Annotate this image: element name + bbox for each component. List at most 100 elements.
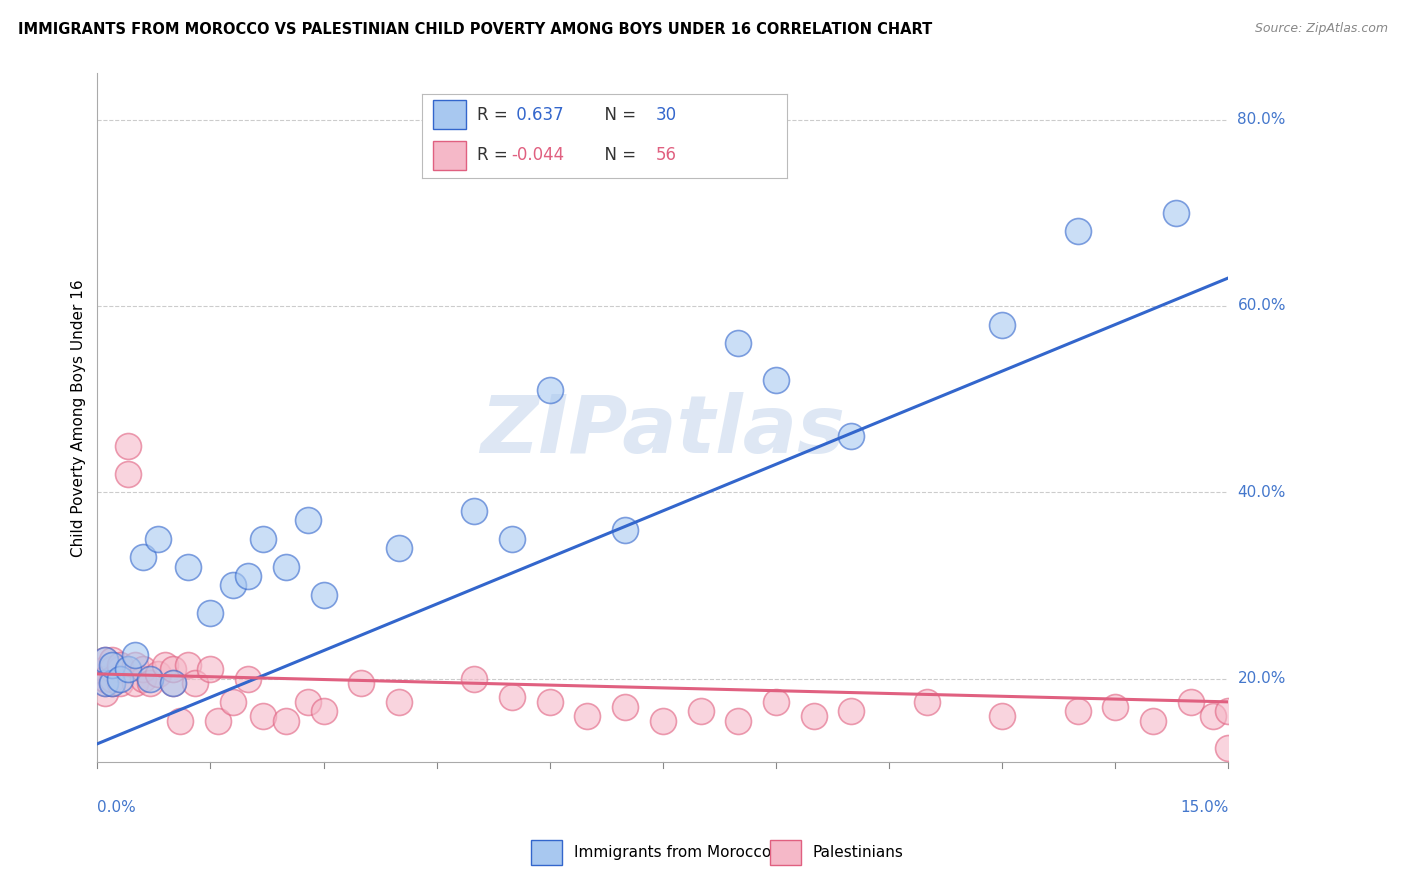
Point: [94, 653, 117, 667]
Text: 15.0%: 15.0%: [1180, 800, 1229, 814]
Point: [463, 672, 485, 686]
Point: [803, 709, 825, 723]
Text: Palestinians: Palestinians: [813, 846, 904, 860]
Point: [915, 695, 938, 709]
Text: Source: ZipAtlas.com: Source: ZipAtlas.com: [1254, 22, 1388, 36]
Text: R =: R =: [477, 145, 513, 163]
Point: [501, 690, 523, 705]
Point: [207, 714, 229, 728]
Point: [651, 714, 673, 728]
Point: [1218, 741, 1240, 756]
Point: [388, 541, 411, 556]
Point: [101, 676, 124, 690]
Text: 60.0%: 60.0%: [1237, 299, 1286, 313]
Point: [139, 672, 162, 686]
Bar: [433, 141, 465, 169]
Point: [765, 695, 787, 709]
Point: [155, 657, 177, 672]
Point: [200, 662, 222, 676]
Text: 56: 56: [655, 145, 676, 163]
Point: [108, 662, 131, 676]
Point: [94, 662, 117, 676]
Point: [162, 676, 184, 690]
Text: 0.0%: 0.0%: [97, 800, 136, 814]
Point: [841, 704, 863, 718]
Point: [146, 532, 169, 546]
Text: ZIPatlas: ZIPatlas: [481, 392, 845, 470]
Point: [252, 709, 274, 723]
Point: [991, 318, 1014, 332]
Point: [1218, 704, 1240, 718]
Point: [108, 672, 131, 686]
Point: [538, 695, 561, 709]
Point: [1142, 714, 1164, 728]
Point: [274, 714, 297, 728]
Point: [117, 662, 139, 676]
Text: N =: N =: [593, 106, 641, 124]
Point: [162, 662, 184, 676]
Point: [576, 709, 599, 723]
Point: [94, 672, 117, 686]
Point: [350, 676, 373, 690]
Point: [94, 685, 117, 699]
Point: [146, 667, 169, 681]
Text: 80.0%: 80.0%: [1237, 112, 1285, 127]
Text: 0.637: 0.637: [512, 106, 564, 124]
Text: R =: R =: [477, 106, 513, 124]
Point: [689, 704, 711, 718]
Point: [388, 695, 411, 709]
Point: [614, 523, 637, 537]
Point: [463, 504, 485, 518]
Point: [252, 532, 274, 546]
Point: [1180, 695, 1202, 709]
Point: [101, 653, 124, 667]
Point: [131, 672, 153, 686]
Point: [765, 374, 787, 388]
Point: [124, 657, 146, 672]
Point: [501, 532, 523, 546]
Point: [1104, 699, 1126, 714]
Point: [101, 672, 124, 686]
Point: [1202, 709, 1225, 723]
Point: [117, 467, 139, 481]
Point: [124, 648, 146, 663]
Point: [94, 676, 117, 690]
Point: [108, 657, 131, 672]
Point: [236, 569, 259, 583]
Point: [124, 676, 146, 690]
Text: 30: 30: [655, 106, 676, 124]
Point: [131, 550, 153, 565]
Point: [841, 429, 863, 443]
Point: [1066, 224, 1088, 238]
Point: [177, 657, 200, 672]
Point: [162, 676, 184, 690]
Point: [184, 676, 207, 690]
Point: [727, 336, 749, 351]
Point: [139, 676, 162, 690]
Point: [991, 709, 1014, 723]
Y-axis label: Child Poverty Among Boys Under 16: Child Poverty Among Boys Under 16: [72, 279, 86, 557]
Text: 20.0%: 20.0%: [1237, 671, 1285, 686]
Point: [108, 676, 131, 690]
Point: [222, 578, 245, 592]
Bar: [433, 101, 465, 129]
Point: [1164, 205, 1187, 219]
Point: [94, 676, 117, 690]
Point: [1066, 704, 1088, 718]
Point: [297, 513, 319, 527]
Text: N =: N =: [593, 145, 641, 163]
Point: [274, 559, 297, 574]
Point: [101, 657, 124, 672]
Point: [614, 699, 637, 714]
Point: [297, 695, 319, 709]
Point: [101, 662, 124, 676]
Point: [101, 676, 124, 690]
Point: [200, 607, 222, 621]
Point: [169, 714, 191, 728]
Point: [312, 588, 335, 602]
Point: [538, 383, 561, 397]
Point: [236, 672, 259, 686]
Point: [727, 714, 749, 728]
Text: -0.044: -0.044: [512, 145, 564, 163]
Text: 40.0%: 40.0%: [1237, 484, 1285, 500]
